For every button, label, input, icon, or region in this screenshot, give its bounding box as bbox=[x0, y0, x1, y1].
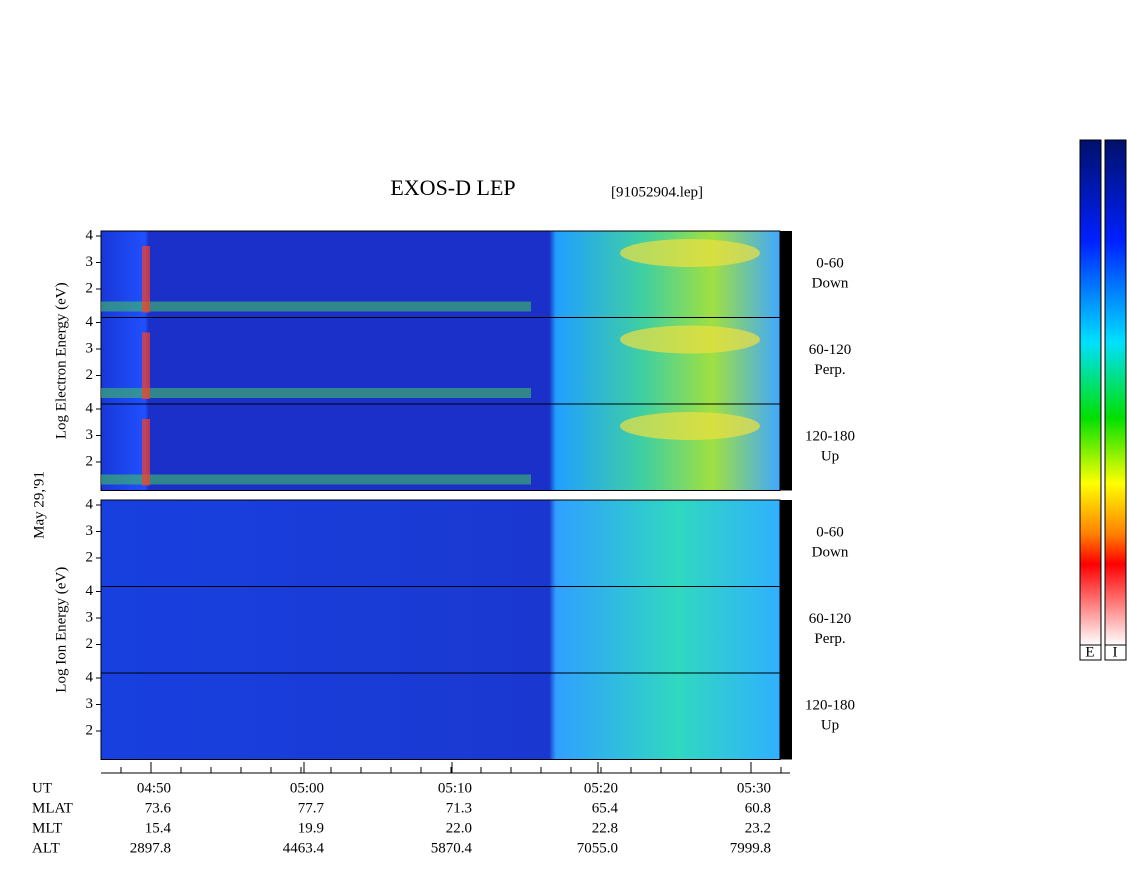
row-label: ALT bbox=[32, 840, 60, 856]
direction-label: Down bbox=[812, 275, 849, 291]
energy-tick-label: 4 bbox=[86, 227, 94, 243]
energy-tick-label: 2 bbox=[86, 280, 94, 296]
direction-label: Perp. bbox=[814, 631, 845, 647]
direction-label: Perp. bbox=[814, 362, 845, 378]
colorbar-label-box bbox=[1104, 644, 1127, 661]
row-value: 19.9 bbox=[298, 820, 324, 836]
row-label: UT bbox=[32, 780, 52, 796]
hot-region bbox=[620, 239, 760, 267]
row-value: 23.2 bbox=[745, 820, 771, 836]
spectrogram bbox=[100, 672, 781, 760]
title: EXOS-D LEP bbox=[390, 175, 515, 200]
energy-tick-label: 2 bbox=[86, 453, 94, 469]
angle-label: 60-120 bbox=[809, 342, 852, 358]
hot-region bbox=[620, 325, 760, 354]
row-value: 71.3 bbox=[446, 800, 472, 816]
row-label: MLAT bbox=[32, 800, 73, 816]
edge-strip bbox=[780, 586, 792, 673]
spectrogram bbox=[100, 586, 781, 674]
y-axis-label: Log Electron Energy (eV) bbox=[53, 282, 69, 439]
energy-tick-label: 3 bbox=[86, 427, 94, 443]
energy-tick-label: 3 bbox=[86, 609, 94, 625]
colorbar bbox=[1104, 139, 1127, 646]
burst bbox=[142, 332, 150, 399]
burst bbox=[142, 419, 150, 486]
energy-tick-label: 4 bbox=[86, 496, 94, 512]
low-energy-band bbox=[101, 474, 531, 485]
edge-strip bbox=[780, 317, 792, 404]
row-value: 05:30 bbox=[737, 780, 771, 796]
hot-region bbox=[620, 412, 760, 440]
energy-tick-label: 3 bbox=[86, 254, 94, 270]
spectrogram bbox=[100, 499, 781, 587]
y-axis-label: Log Ion Energy (eV) bbox=[53, 567, 69, 693]
date-label: May 29,'91 bbox=[31, 471, 47, 539]
energy-tick-label: 2 bbox=[86, 636, 94, 652]
energy-tick-label: 3 bbox=[86, 696, 94, 712]
direction-label: Up bbox=[821, 717, 839, 733]
colorbar-label: I bbox=[1113, 644, 1118, 660]
row-value: 2897.8 bbox=[130, 840, 171, 856]
direction-label: Down bbox=[812, 544, 849, 560]
row-value: 22.0 bbox=[446, 820, 472, 836]
energy-tick-label: 4 bbox=[86, 583, 94, 599]
row-value: 04:50 bbox=[137, 780, 171, 796]
angle-label: 60-120 bbox=[809, 611, 852, 627]
row-value: 5870.4 bbox=[431, 840, 473, 856]
low-energy-band bbox=[101, 301, 531, 312]
energy-tick-label: 4 bbox=[86, 314, 94, 330]
row-value: 05:00 bbox=[290, 780, 324, 796]
row-value: 4463.4 bbox=[283, 840, 325, 856]
energy-tick-label: 2 bbox=[86, 722, 94, 738]
low-energy-band bbox=[101, 388, 531, 398]
edge-strip bbox=[780, 673, 792, 760]
row-value: 73.6 bbox=[145, 800, 172, 816]
colorbar-label-box bbox=[1079, 644, 1102, 661]
direction-label: Up bbox=[821, 448, 839, 464]
edge-strip bbox=[780, 500, 792, 587]
row-value: 60.8 bbox=[745, 800, 771, 816]
colorbar-label: E bbox=[1085, 644, 1094, 660]
energy-tick-label: 4 bbox=[86, 669, 94, 685]
angle-label: 120-180 bbox=[805, 697, 855, 713]
edge-strip bbox=[780, 231, 792, 318]
angle-label: 0-60 bbox=[816, 524, 844, 540]
row-label: MLT bbox=[32, 820, 62, 836]
row-value: 22.8 bbox=[592, 820, 618, 836]
row-value: 7055.0 bbox=[577, 840, 618, 856]
row-value: 05:10 bbox=[438, 780, 472, 796]
row-value: 05:20 bbox=[584, 780, 618, 796]
energy-tick-label: 2 bbox=[86, 367, 94, 383]
angle-label: 0-60 bbox=[816, 255, 844, 271]
edge-strip bbox=[780, 404, 792, 491]
colorbar bbox=[1079, 139, 1102, 646]
row-value: 15.4 bbox=[145, 820, 172, 836]
file-name: [91052904.lep] bbox=[611, 184, 703, 200]
energy-tick-label: 3 bbox=[86, 340, 94, 356]
energy-tick-label: 4 bbox=[86, 400, 94, 416]
angle-label: 120-180 bbox=[805, 428, 855, 444]
burst bbox=[142, 246, 150, 313]
row-value: 77.7 bbox=[298, 800, 325, 816]
energy-tick-label: 3 bbox=[86, 523, 94, 539]
row-value: 7999.8 bbox=[730, 840, 771, 856]
row-value: 65.4 bbox=[592, 800, 619, 816]
energy-tick-label: 2 bbox=[86, 549, 94, 565]
